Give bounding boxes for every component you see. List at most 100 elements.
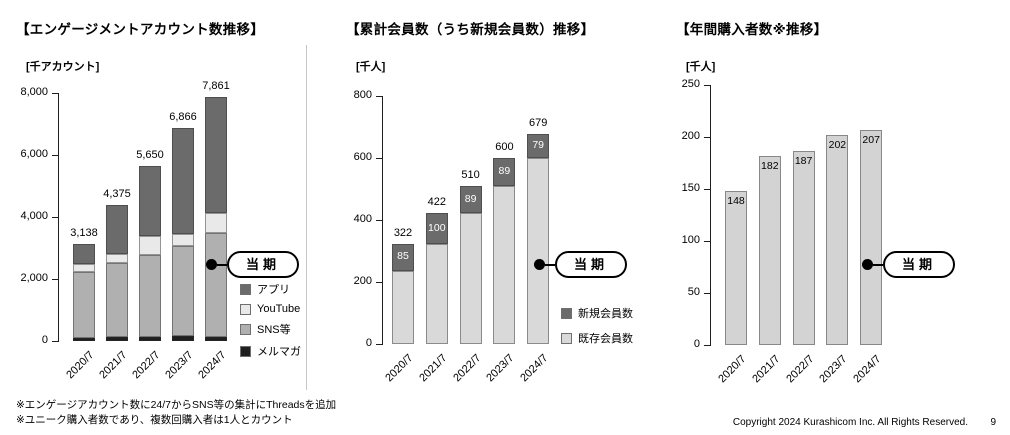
bar-2021/7 [758,155,781,345]
chart2-unit-label: [千人] [356,61,386,73]
y-tick-label: 800 [353,89,372,101]
bar-segment-アプリ [172,128,194,235]
bar-value-label: 182 [761,159,779,172]
bar-segment-新規会員数 [527,133,550,158]
y-tick [52,217,58,218]
bar-value-label: 207 [862,133,880,146]
bar-value-label: 148 [727,195,745,208]
marker-dot-icon [534,259,545,270]
y-tick-label: 0 [365,337,372,349]
y-tick-label: 400 [353,213,372,225]
y-tick-label: 0 [41,334,48,346]
segment-value-label: 89 [464,192,477,205]
y-axis [382,96,383,345]
y-tick-label: 8,000 [20,86,48,98]
chart2-title: 【累計会員数（うち新規会員数）推移】 [346,22,595,37]
y-tick [704,345,710,346]
bar-segment-既存会員数 [493,185,516,344]
chart2-legend: 新規会員数既存会員数 [561,305,633,355]
y-tick-label: 6,000 [20,148,48,160]
bar-total-label: 4,375 [103,188,131,201]
footnote-1: ※エンゲージアカウント数に24/7からSNS等の集計にThreadsを追加 [16,399,337,411]
y-axis [58,93,59,342]
bar-segment-SNS等 [106,263,128,338]
y-tick-label: 0 [693,338,700,350]
marker-line [873,263,883,266]
bar-segment-YouTube [205,212,227,234]
legend-label: アプリ [257,284,290,296]
segment-value-label: 79 [532,138,545,151]
bar-segment-メルマガ [106,337,128,341]
chart1-legend: アプリ YouTube SNS等メルマガ [240,281,301,365]
bar-2024/7 [860,129,883,345]
legend-swatch [561,332,572,344]
y-tick [704,85,710,86]
bar-segment-YouTube [73,263,95,272]
bar-segment-新規会員数 [493,158,516,186]
bar-2020/7 [725,191,747,345]
legend-swatch [240,283,251,295]
y-tick-label: 4,000 [20,210,48,222]
bar-total-label: 3,138 [70,226,98,239]
legend-label: メルマガ [257,346,301,358]
bar-total-label: 510 [461,168,480,181]
legend-label: 新規会員数 [578,308,633,320]
legend-label: SNS等 [257,324,291,336]
chart3-title: 【年間購入者数※推移】 [676,22,828,37]
marker-dot-icon [862,259,873,270]
legend-swatch [240,323,251,335]
bar-segment-SNS等 [139,255,161,337]
y-tick-label: 200 [681,130,700,142]
legend-item-SNS等: SNS等 [240,321,301,337]
chart1-title: 【エンゲージメントアカウント数推移】 [16,22,265,37]
y-tick-label: 250 [681,78,700,90]
bar-segment-アプリ [139,165,161,236]
bar-total-label: 5,650 [136,148,164,161]
y-tick [52,341,58,342]
bar-segment-メルマガ [172,336,194,341]
legend-item-既存会員数: 既存会員数 [561,330,633,346]
bar-value-label: 187 [794,154,813,167]
segment-value-label: 89 [498,164,511,177]
bar-segment-メルマガ [73,337,95,341]
marker-dot-icon [206,259,217,270]
y-tick [704,241,710,242]
bar-segment-SNS等 [73,271,95,338]
y-tick-label: 600 [353,151,372,163]
y-tick-label: 200 [353,275,372,287]
y-tick [376,220,382,221]
y-tick [704,189,710,190]
y-tick [376,158,382,159]
bar-segment-既存会員数 [527,158,550,344]
bar-segment-既存会員数 [392,270,414,344]
legend-swatch [240,303,251,315]
bar-total-label: 422 [427,196,446,209]
y-tick-label: 150 [681,182,700,194]
y-tick-label: 50 [687,286,700,298]
bar-segment-メルマガ [139,336,161,341]
bar-segment-新規会員数 [425,213,448,245]
segment-value-label: 100 [428,221,446,234]
current-period-badge: 当期 [883,251,955,278]
bar-segment-アプリ [205,97,227,213]
bar-segment-既存会員数 [459,213,482,344]
legend-label: YouTube [257,303,301,315]
current-period-badge: 当期 [227,251,299,278]
bar-segment-YouTube [139,235,161,256]
y-tick [376,282,382,283]
bar-total-label: 7,861 [202,80,230,93]
bar-segment-アプリ [106,205,128,255]
bar-segment-アプリ [73,243,95,264]
legend-swatch [240,345,251,357]
bar-segment-新規会員数 [459,185,482,214]
y-tick [52,279,58,280]
chart3-current-period-callout: 当期 [862,251,955,278]
bar-segment-YouTube [106,254,128,264]
y-tick [52,155,58,156]
bar-segment-既存会員数 [425,244,448,344]
chart1-current-period-callout: 当期 [206,251,299,278]
segment-value-label: 85 [397,250,409,263]
chart3-unit-label: [千人] [686,61,716,73]
